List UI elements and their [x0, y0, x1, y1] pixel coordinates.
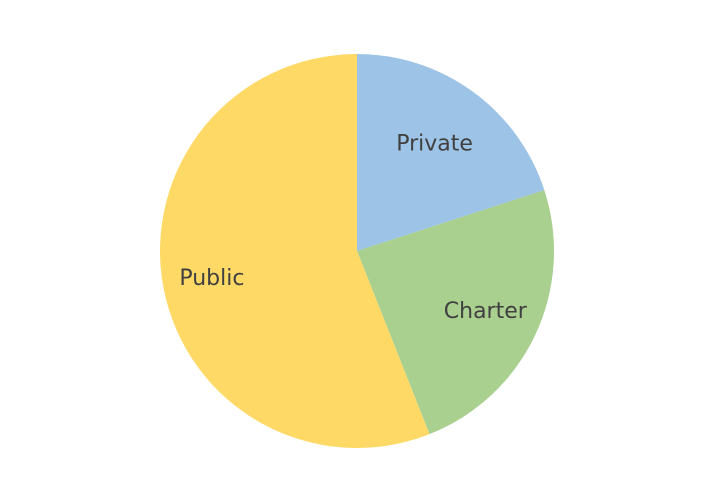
- pie-slices: [160, 54, 555, 449]
- pie-slice-public: [160, 54, 430, 449]
- pie-label-private: Private: [396, 132, 473, 157]
- pie-labels: Private Charter Public: [179, 132, 527, 324]
- pie-slice-private: [357, 54, 545, 251]
- pie-label-charter: Charter: [444, 299, 528, 324]
- pie-slice-charter: [357, 190, 555, 435]
- pie-label-public: Public: [179, 266, 244, 291]
